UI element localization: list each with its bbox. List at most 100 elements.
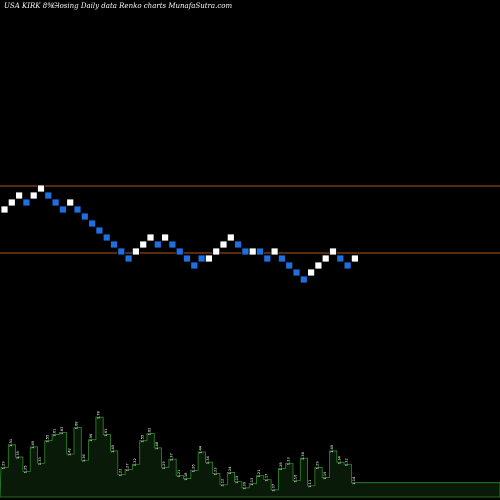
renko-brick-up — [219, 240, 228, 249]
volume-label: 1.62 — [148, 428, 152, 436]
renko-brick-up — [15, 191, 24, 200]
renko-brick-down — [117, 247, 126, 256]
volume-label: 1.55 — [140, 435, 144, 443]
renko-brick-up — [321, 254, 330, 263]
renko-brick-down — [95, 226, 104, 235]
volume-label: 1.33 — [38, 457, 42, 465]
chart-symbol: USA KIRK 8%~ — [4, 2, 60, 10]
volume-label: 1.25 — [24, 465, 28, 473]
renko-brick-down — [51, 198, 60, 207]
renko-brick-up — [248, 247, 257, 256]
volume-label: 1.23 — [213, 467, 217, 475]
volume-label: 1.45 — [330, 445, 334, 453]
volume-label: 1.61 — [104, 429, 108, 437]
renko-brick-up — [0, 205, 9, 214]
volume-label: 1.27 — [126, 463, 130, 471]
renko-brick-down — [124, 254, 133, 263]
renko-brick-down — [263, 254, 272, 263]
renko-brick-down — [343, 261, 352, 270]
renko-brick-down — [73, 205, 82, 214]
volume-label: 1.49 — [31, 440, 35, 449]
volume-label: 1.17 — [264, 474, 268, 482]
volume-label: 1.13 — [250, 478, 254, 486]
volume-label: 1.78 — [97, 410, 101, 419]
renko-brick-down — [44, 191, 53, 200]
renko-brick-down — [110, 240, 118, 249]
volume-label: 1.48 — [155, 441, 159, 450]
renko-brick-down — [102, 233, 111, 242]
volume-label: 1.09 — [243, 481, 247, 490]
renko-brick-down — [336, 254, 345, 263]
renko-brick-up — [139, 240, 148, 249]
volume-label: 1.39 — [16, 450, 20, 459]
volume-area — [0, 416, 500, 498]
renko-brick-up — [146, 233, 155, 242]
renko-brick-down — [183, 254, 191, 263]
renko-brick-down — [285, 261, 294, 270]
volume-label: 1.56 — [89, 433, 93, 442]
volume-label: 1.11 — [308, 480, 312, 488]
renko-brick-up — [131, 247, 140, 256]
volume-label: 1.63 — [60, 427, 64, 435]
volume-label: 1.37 — [170, 453, 174, 461]
renko-bricks — [0, 184, 359, 284]
volume-label: 1.68 — [75, 421, 79, 430]
volume-label: 1.14 — [352, 476, 356, 485]
volume-label: 1.33 — [286, 457, 290, 465]
volume-label: 1.18 — [184, 472, 188, 481]
volume-label: 1.21 — [257, 469, 261, 477]
renko-brick-down — [88, 219, 96, 228]
reference-lines — [0, 185, 500, 254]
renko-brick-down — [234, 240, 243, 249]
renko-brick-up — [161, 233, 170, 242]
volume-label: 1.22 — [118, 468, 122, 476]
volume-label: 1.29 — [162, 461, 166, 470]
volume-label: 1.28 — [279, 462, 283, 471]
renko-brick-up — [29, 191, 38, 200]
renko-brick-down — [175, 247, 184, 256]
volume-label: 1.51 — [9, 439, 13, 447]
renko-brick-up — [7, 198, 16, 207]
volume-label: 1.21 — [177, 469, 181, 477]
renko-brick-up — [314, 261, 323, 270]
renko-brick-up — [350, 254, 359, 263]
chart-description: Closing Daily data Renko charts MunafaSu… — [52, 2, 232, 10]
volume-panel: 1.291.511.391.251.491.331.551.61 1.631.42… — [0, 410, 500, 498]
volume-label: 1.29 — [2, 461, 6, 470]
renko-brick-down — [277, 254, 286, 263]
volume-label: 1.34 — [337, 455, 341, 464]
volume-label: 1.44 — [199, 445, 203, 454]
renko-brick-up — [226, 233, 235, 242]
volume-label: 1.34 — [206, 455, 210, 464]
volume-label: 1.15 — [235, 476, 239, 484]
renko-brick-down — [80, 212, 89, 221]
renko-brick-up — [37, 184, 45, 193]
renko-brick-up — [66, 198, 75, 207]
renko-brick-up — [307, 268, 316, 277]
renko-brick-down — [292, 268, 301, 277]
volume-label: 1.61 — [53, 429, 57, 437]
volume-label: 1.36 — [82, 453, 86, 462]
renko-brick-up — [204, 254, 213, 263]
renko-brick-up — [212, 247, 221, 256]
volume-label: 1.12 — [221, 479, 225, 487]
volume-label: 1.29 — [316, 461, 320, 470]
renko-brick-down — [299, 275, 308, 284]
renko-brick-down — [256, 247, 264, 256]
renko-brick-up — [270, 247, 279, 256]
volume-label: 1.32 — [345, 458, 349, 466]
volume-label: 1.45 — [111, 445, 115, 453]
volume-label: 1.07 — [272, 484, 276, 492]
volume-label: 1.42 — [67, 448, 71, 456]
renko-brick-down — [190, 261, 199, 270]
volume-label: 1.32 — [133, 458, 137, 466]
volume-label: 1.24 — [228, 466, 232, 475]
renko-brick-down — [59, 205, 67, 214]
volume-label: 1.26 — [191, 464, 195, 473]
renko-brick-down — [241, 247, 250, 256]
renko-brick-up — [329, 247, 337, 256]
volume-label: 1.55 — [45, 435, 49, 443]
renko-brick-down — [22, 198, 31, 207]
renko-brick-down — [197, 254, 206, 263]
